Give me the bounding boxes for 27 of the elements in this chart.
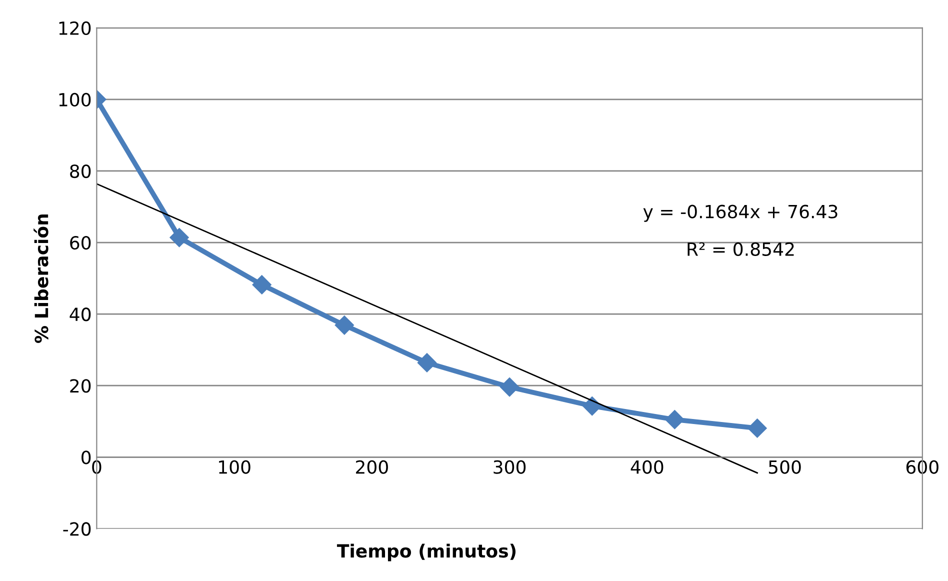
y-tick-label: 80 <box>70 164 91 178</box>
y-tick-label: 120 <box>59 21 91 36</box>
x-tick-label: 300 <box>494 460 526 474</box>
point <box>334 316 354 335</box>
point <box>170 228 189 248</box>
y-axis-title: % Liberación <box>34 214 48 343</box>
point <box>500 378 520 397</box>
x-tick-label: 600 <box>906 460 938 474</box>
x-tick-label: 200 <box>356 460 388 474</box>
y-tick-label: 100 <box>59 92 91 107</box>
annotation: R² = 0.8542 <box>688 242 794 256</box>
x-tick-label: 500 <box>768 460 801 474</box>
point <box>582 396 602 416</box>
point <box>252 275 272 294</box>
point <box>417 353 437 372</box>
x-tick-label: 100 <box>219 460 250 474</box>
annotation: y = -0.1684x + 76.43 <box>643 204 838 222</box>
y-tick-label: 40 <box>70 308 91 322</box>
y-tick-label: 0 <box>82 450 91 464</box>
y-tick-label: 60 <box>70 236 91 250</box>
point <box>665 410 684 430</box>
x-tick-label: 0 <box>92 460 102 474</box>
x-axis-title: Tiempo (minutos) <box>336 544 516 562</box>
point <box>748 418 767 438</box>
y-tick-label: 20 <box>70 379 91 393</box>
y-tick-label: -20 <box>63 522 91 536</box>
x-tick-label: 400 <box>630 460 664 474</box>
